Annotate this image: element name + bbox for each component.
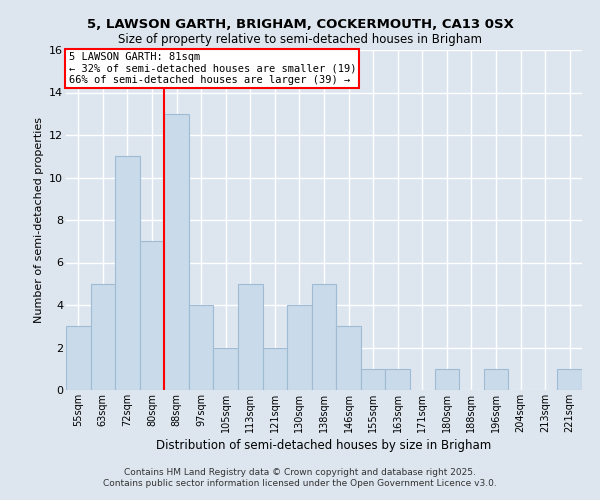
Bar [434,369,459,390]
Bar [336,326,361,390]
Bar [164,114,189,390]
Bar [115,156,140,390]
Text: Contains HM Land Registry data © Crown copyright and database right 2025.
Contai: Contains HM Land Registry data © Crown c… [103,468,497,487]
Bar [312,284,336,390]
Text: 5, LAWSON GARTH, BRIGHAM, COCKERMOUTH, CA13 0SX: 5, LAWSON GARTH, BRIGHAM, COCKERMOUTH, C… [86,18,514,30]
Text: Size of property relative to semi-detached houses in Brigham: Size of property relative to semi-detach… [118,32,482,46]
Bar [189,305,214,390]
Bar [385,369,410,390]
Bar [484,369,508,390]
X-axis label: Distribution of semi-detached houses by size in Brigham: Distribution of semi-detached houses by … [157,439,491,452]
Text: 5 LAWSON GARTH: 81sqm
← 32% of semi-detached houses are smaller (19)
66% of semi: 5 LAWSON GARTH: 81sqm ← 32% of semi-deta… [68,52,356,85]
Y-axis label: Number of semi-detached properties: Number of semi-detached properties [34,117,44,323]
Bar [361,369,385,390]
Bar [238,284,263,390]
Bar [214,348,238,390]
Bar [263,348,287,390]
Bar [140,242,164,390]
Bar [66,326,91,390]
Bar [287,305,312,390]
Bar [91,284,115,390]
Bar [557,369,582,390]
